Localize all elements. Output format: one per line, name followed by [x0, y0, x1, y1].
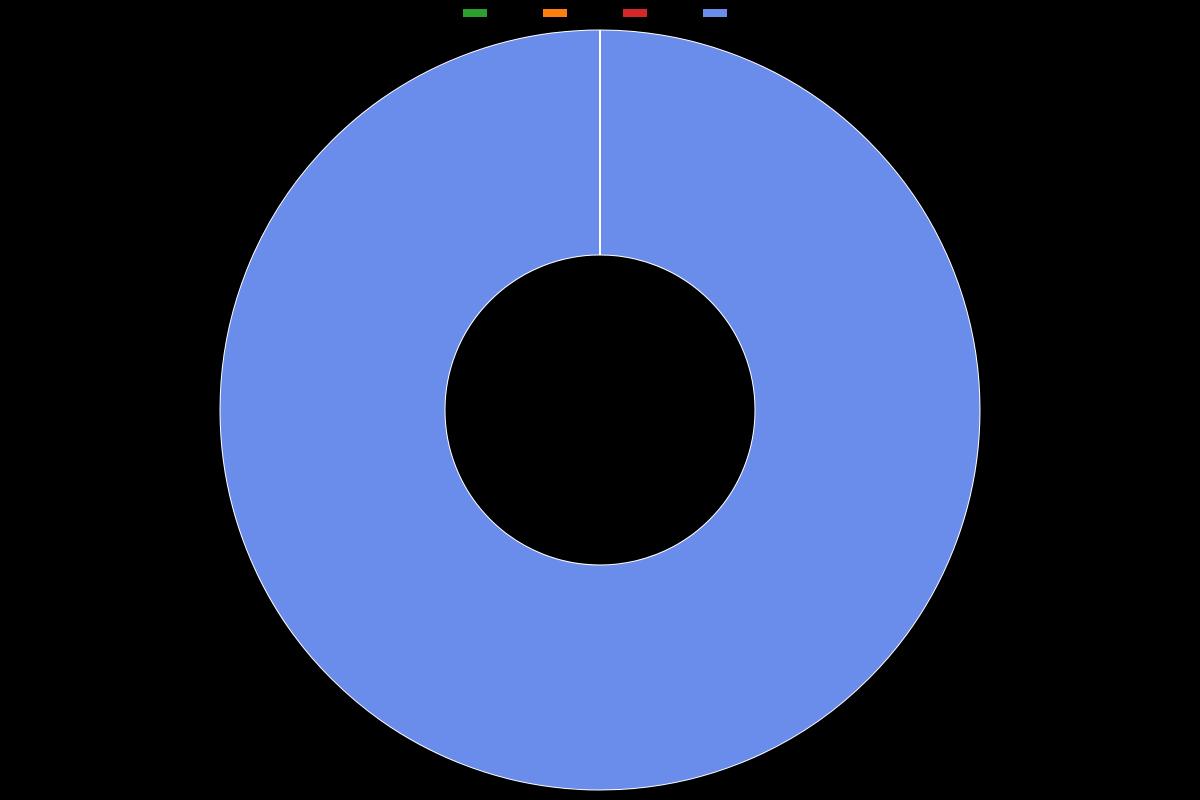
- chart-canvas: [0, 0, 1200, 800]
- donut-hole: [445, 255, 755, 565]
- donut-svg: [0, 0, 1200, 800]
- donut-chart: [0, 0, 1200, 800]
